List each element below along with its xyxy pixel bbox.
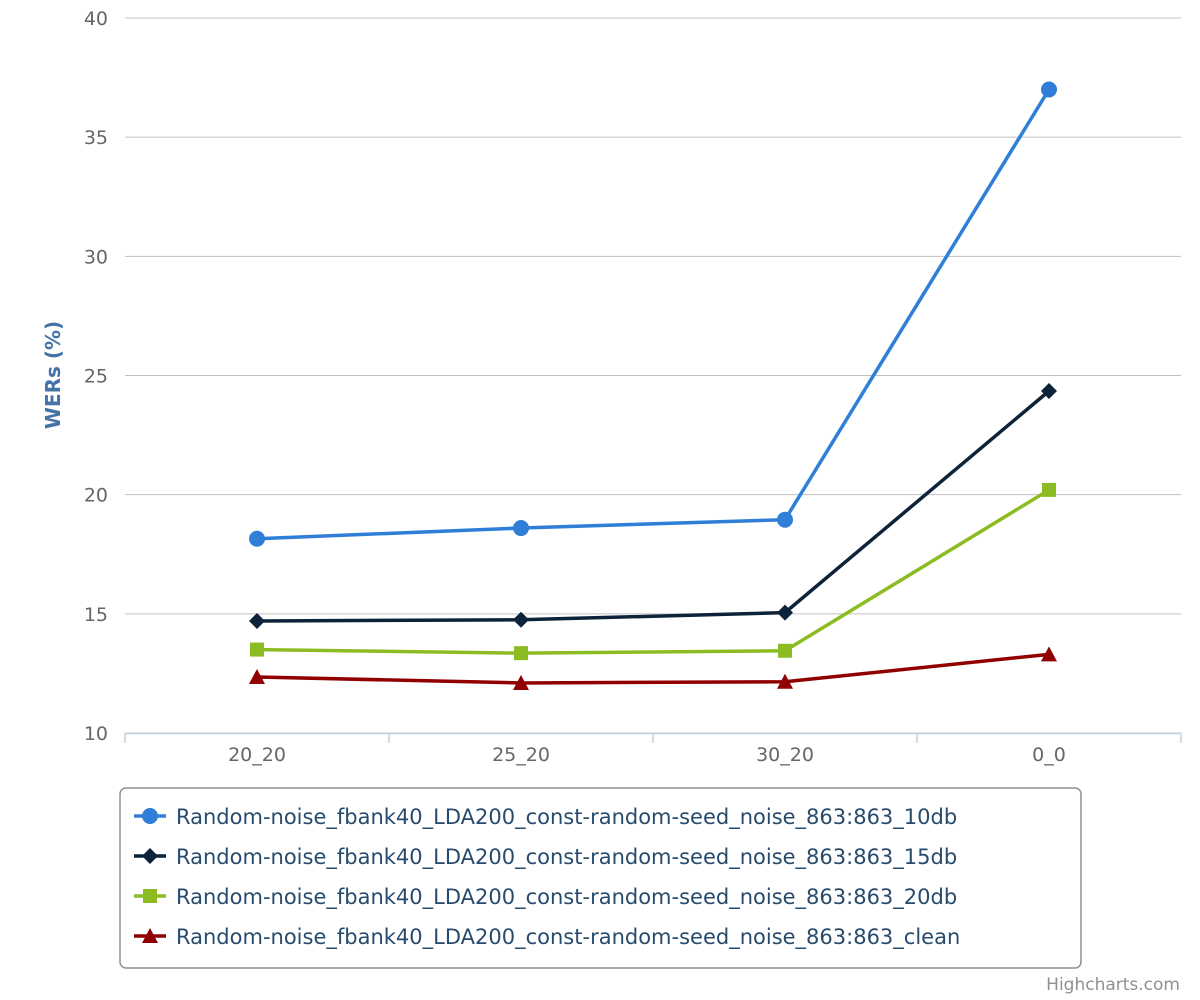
x-axis: 20_20 25_20 30_20 0_0 [124,732,1182,766]
legend-item[interactable]: Random-noise_fbank40_LDA200_const-random… [134,845,957,870]
data-point[interactable] [513,674,529,690]
legend-item[interactable]: Random-noise_fbank40_LDA200_const-random… [134,885,957,910]
data-point[interactable] [513,520,529,537]
y-tick-label: 20 [84,485,108,507]
data-point[interactable] [514,646,528,661]
data-point[interactable] [1042,482,1056,497]
legend-label: Random-noise_fbank40_LDA200_const-random… [176,925,960,950]
data-point[interactable] [250,642,264,657]
legend-label: Random-noise_fbank40_LDA200_const-random… [176,805,957,830]
credits[interactable]: Highcharts.com [1046,975,1180,995]
y-axis-title: WERs (%) [41,321,65,429]
x-tick-label: 0_0 [1032,744,1066,766]
data-point[interactable] [249,668,265,684]
y-tick-label: 30 [84,246,108,268]
data-point[interactable] [777,673,793,689]
data-point[interactable] [777,511,793,528]
grid [125,17,1181,734]
x-tick-label: 20_20 [228,744,286,766]
y-tick-label: 10 [84,723,108,745]
series-line[interactable] [255,87,1051,541]
legend-box [119,787,1082,969]
legend-label: Random-noise_fbank40_LDA200_const-random… [176,845,957,870]
series-line[interactable] [255,488,1051,655]
data-point[interactable] [249,530,265,547]
legend-marker[interactable] [142,928,158,943]
series-circle [249,81,1057,547]
y-tick-label: 40 [84,8,108,30]
x-tick-label: 30_20 [756,744,814,766]
data-point[interactable] [1041,81,1057,98]
series-square [250,482,1056,661]
y-tick-label: 15 [84,604,108,626]
legend-label: Random-noise_fbank40_LDA200_const-random… [176,885,957,910]
series-layer [249,81,1057,690]
data-point[interactable] [513,611,529,628]
series-line[interactable] [255,652,1051,685]
y-tick-label: 25 [84,366,108,388]
y-tick-label: 35 [84,127,108,149]
data-point[interactable] [778,643,792,658]
series-line[interactable] [255,389,1051,623]
x-tick-label: 25_20 [492,744,550,766]
legend-marker[interactable] [143,889,157,903]
legend-marker[interactable] [142,808,158,824]
series-triangle [249,646,1057,690]
legend: Random-noise_fbank40_LDA200_const-random… [119,787,1082,969]
series-diamond [249,382,1057,629]
data-point[interactable] [1041,382,1057,399]
legend-marker[interactable] [142,848,158,864]
y-axis-ticks: 10 15 20 25 30 35 40 [84,8,108,745]
legend-item[interactable]: Random-noise_fbank40_LDA200_const-random… [134,925,960,950]
data-point[interactable] [1041,646,1057,662]
legend-item[interactable]: Random-noise_fbank40_LDA200_const-random… [134,805,957,830]
data-point[interactable] [249,612,265,629]
data-point[interactable] [777,604,793,621]
